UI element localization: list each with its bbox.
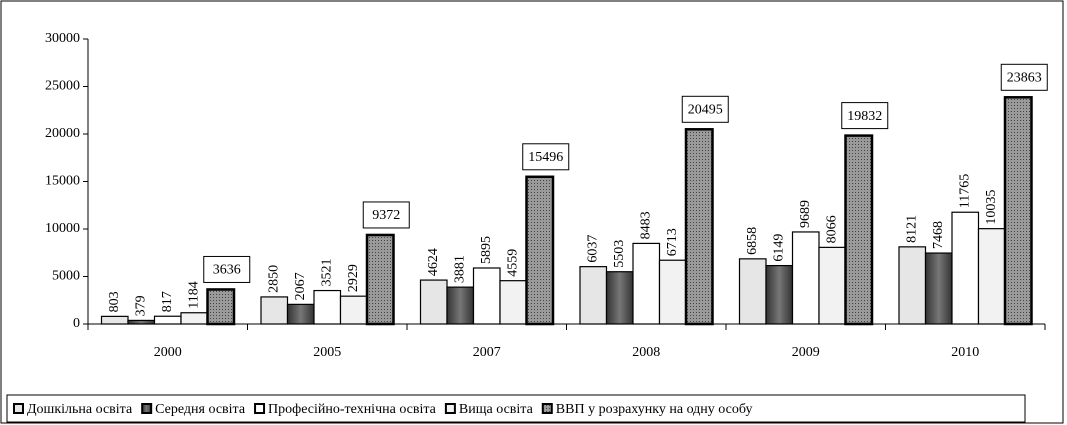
legend-marker [254,403,266,414]
data-label: 3636 [213,263,241,278]
data-label: 2850 [266,265,281,293]
bar [260,296,289,325]
legend-box [6,394,1026,423]
legend-label: ВВП у розрахунку на одну особу [556,402,753,417]
bar [1003,96,1033,326]
x-tick-label: 2000 [154,345,182,360]
bar [684,128,714,326]
data-label: 8483 [638,211,653,239]
data-label-box [203,255,251,283]
legend-marker [444,403,456,414]
bar [472,267,501,325]
data-label-box [362,201,410,229]
data-label: 19832 [847,109,882,124]
bar [313,289,342,325]
bar [419,279,448,325]
data-label: 6858 [745,227,760,255]
bar [898,246,927,325]
y-tick-label: 20000 [45,126,80,141]
y-tick-label: 10000 [45,221,80,236]
bar [446,286,475,325]
bar [365,233,395,326]
bar [180,312,209,325]
bar [286,303,315,325]
bar [791,231,820,325]
bar [127,319,156,325]
bar [738,258,767,325]
bar [100,315,129,325]
bar [579,266,608,325]
data-label: 817 [160,291,175,312]
data-label-box [522,143,570,171]
x-tick-label: 2007 [473,345,501,360]
x-tick-label: 2005 [313,345,341,360]
legend-marker [13,403,24,414]
data-label: 8066 [824,215,839,243]
y-tick-label: 15000 [45,174,80,189]
data-label: 2067 [293,272,308,300]
x-tick-label: 2008 [632,345,660,360]
data-label-box [1000,63,1048,91]
bar [605,271,634,325]
x-tick-label: 2010 [951,345,979,360]
bar [844,134,874,326]
bar [818,246,847,325]
y-tick-label: 30000 [45,31,80,46]
data-label-box [841,102,889,130]
data-label: 5895 [479,236,494,264]
data-label: 7468 [931,221,946,249]
legend-marker [541,403,553,414]
bar [977,228,1006,325]
y-tick-label: 25000 [45,79,80,94]
data-label: 10035 [984,190,999,225]
y-tick-label: 5000 [52,269,80,284]
data-label: 4559 [505,249,520,277]
bar [924,252,953,325]
data-label: 11765 [957,174,972,208]
x-tick-label: 2009 [792,345,820,360]
bar [339,295,368,325]
data-label: 379 [133,295,148,316]
data-label: 803 [107,291,122,312]
data-label: 5503 [612,240,627,268]
y-tick-label: 0 [73,316,80,331]
bar [525,175,555,326]
data-label: 6037 [585,235,600,263]
bar [632,242,661,325]
bar [499,280,528,325]
bar [658,259,687,325]
legend-label: Професійно-технічна освіта [268,402,437,417]
bar [206,288,236,326]
data-label: 6149 [771,234,786,262]
data-label: 20495 [688,103,723,118]
data-label: 15496 [528,150,563,165]
data-label: 1184 [186,281,201,308]
data-label: 3521 [319,259,334,287]
data-label: 8121 [904,215,919,243]
data-label: 3881 [452,255,467,283]
bar [153,315,182,325]
data-label: 4624 [426,248,441,276]
legend-label: Дошкільна освіта [27,402,133,417]
data-label: 23863 [1007,71,1042,86]
data-label: 2929 [346,264,361,292]
legend-label: Середня освіта [155,402,246,417]
data-label: 6713 [665,228,680,256]
data-label: 9372 [372,208,400,223]
legend-marker [141,403,153,414]
legend-label: Вища освіта [459,402,534,417]
data-label-box [681,95,729,123]
data-label: 9689 [798,200,813,228]
bar [951,211,980,325]
bar [765,264,794,325]
